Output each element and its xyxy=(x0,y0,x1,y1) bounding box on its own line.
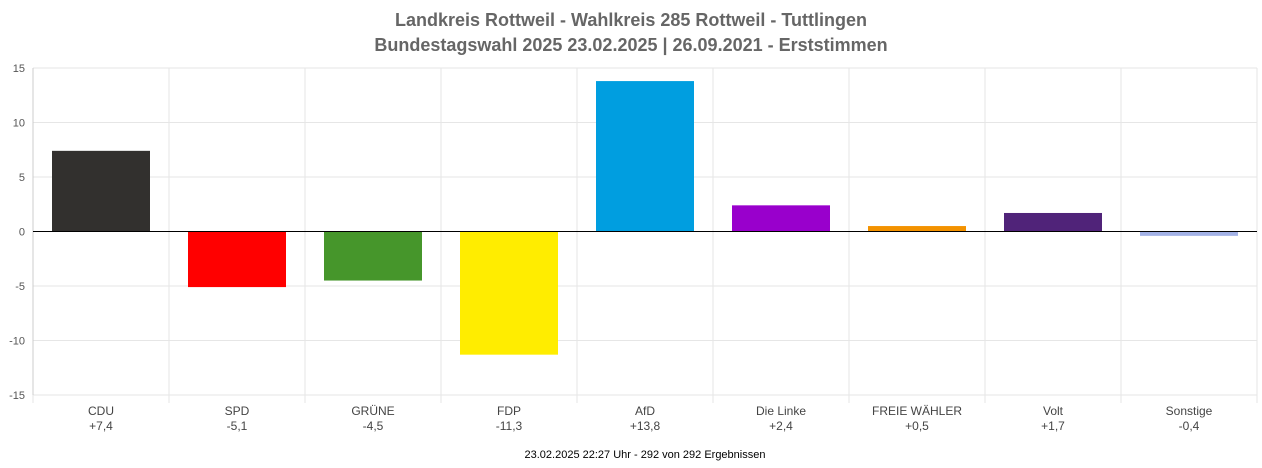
x-category-label: FDP xyxy=(497,404,521,418)
x-value-label: +0,5 xyxy=(905,419,929,433)
x-value-label: +7,4 xyxy=(89,419,113,433)
y-tick-label: -10 xyxy=(9,336,25,348)
chart-footer: 23.02.2025 22:27 Uhr - 292 von 292 Ergeb… xyxy=(524,449,766,461)
x-value-label: -11,3 xyxy=(496,419,523,433)
x-category-label: Sonstige xyxy=(1166,404,1213,418)
chart-title: Landkreis Rottweil - Wahlkreis 285 Rottw… xyxy=(394,10,868,30)
bar-cdu xyxy=(52,150,150,232)
x-category-label: Die Linke xyxy=(756,404,806,418)
y-tick-label: 15 xyxy=(13,63,25,75)
bar-fdp xyxy=(460,231,558,355)
x-category-label: Volt xyxy=(1043,404,1064,418)
bar-sonstige xyxy=(1140,231,1238,236)
y-tick-label: 0 xyxy=(19,227,25,239)
x-value-label: -0,4 xyxy=(1179,419,1200,433)
y-tick-label: -5 xyxy=(15,281,25,293)
x-value-label: +1,7 xyxy=(1041,419,1065,433)
x-value-label: +13,8 xyxy=(630,419,661,433)
bar-volt xyxy=(1004,212,1102,232)
x-category-label: SPD xyxy=(225,404,250,418)
x-category-label: GRÜNE xyxy=(351,404,394,418)
bar-afd xyxy=(596,81,694,232)
bar-spd xyxy=(188,231,286,288)
bar-grüne xyxy=(324,231,422,281)
y-tick-label: 10 xyxy=(13,118,25,130)
x-category-label: AfD xyxy=(635,404,655,418)
y-tick-label: 5 xyxy=(19,172,25,184)
y-tick-label: -15 xyxy=(9,390,25,402)
bar-freie-wähler xyxy=(868,226,966,232)
chart-subtitle: Bundestagswahl 2025 23.02.2025 | 26.09.2… xyxy=(374,35,888,55)
x-value-label: -4,5 xyxy=(363,419,384,433)
x-category-label: FREIE WÄHLER xyxy=(872,404,962,418)
bar-die-linke xyxy=(732,205,830,232)
x-category-label: CDU xyxy=(88,404,114,418)
x-value-label: -5,1 xyxy=(227,419,248,433)
x-value-label: +2,4 xyxy=(769,419,793,433)
